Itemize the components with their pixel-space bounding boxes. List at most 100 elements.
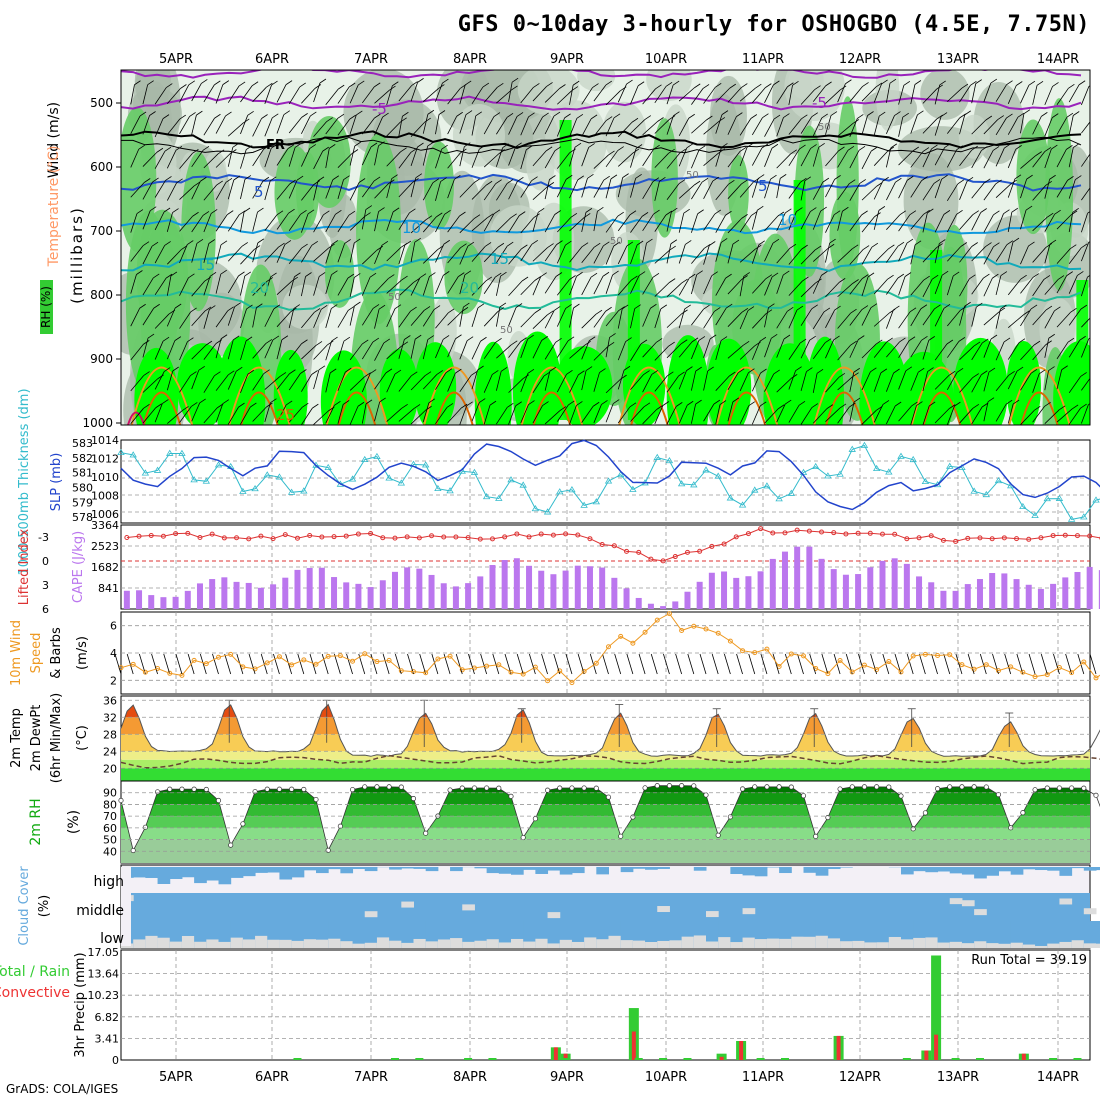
page-title: GFS 0~10day 3-hourly for OSHOGBO (4.5E, … <box>457 12 1090 37</box>
wind-point <box>606 644 611 650</box>
rh-point <box>910 826 916 832</box>
surface-wind-barb <box>407 653 414 675</box>
wind-barb <box>544 150 556 169</box>
wind-barb <box>142 151 158 167</box>
cloud-high-bar <box>559 867 573 875</box>
bottom-date-axis: 5APR 6APR 7APR 8APR 9APR 10APR 11APR 12APR 13APR… <box>159 1070 1079 1085</box>
wind-barb <box>1068 340 1081 358</box>
wind-barb <box>337 86 350 104</box>
wind-barb <box>727 151 741 168</box>
isotherm-35 <box>127 411 145 425</box>
wind-barb <box>861 410 877 425</box>
precip-convective-bar <box>631 1031 636 1060</box>
wind-barb-feather <box>464 142 471 147</box>
wind-barb <box>995 84 1007 102</box>
wind-barb-feather <box>425 215 433 220</box>
wind-barb <box>605 117 615 137</box>
wind-barb <box>410 219 427 234</box>
cape-bar <box>526 565 533 609</box>
rh-bright-column <box>1076 280 1089 420</box>
cape-bar <box>574 565 581 609</box>
cloud-middle-gap <box>462 904 475 911</box>
wind-barb <box>800 308 813 326</box>
wind-barb <box>666 152 681 169</box>
wind-barb-feather <box>691 337 699 343</box>
wind-barb <box>337 277 349 296</box>
wind-barb-feather <box>547 310 554 316</box>
wind-barb <box>788 181 801 199</box>
wind-barb <box>252 307 257 328</box>
wind-barb-feather <box>500 366 508 372</box>
wind-barb <box>764 408 779 424</box>
precip-trace <box>975 1058 984 1060</box>
wind-barb <box>751 244 760 264</box>
wind-barb-feather <box>554 210 561 215</box>
wind-barb-feather <box>244 175 252 180</box>
wind-barb <box>288 343 302 360</box>
cloud-low-gap <box>1047 943 1060 948</box>
cloud-low-gap <box>437 939 451 948</box>
wind-barb <box>240 275 246 296</box>
wind-barb <box>812 85 826 102</box>
thickness-tick-label: 582 <box>72 452 93 465</box>
wind-barb <box>995 275 1002 296</box>
cape-bar <box>855 574 862 609</box>
surface-wind-barb <box>577 653 585 675</box>
wind-barb <box>435 244 445 263</box>
wind-barb <box>215 403 224 423</box>
cape-bar <box>599 567 606 609</box>
wind-barb-feather <box>686 143 694 149</box>
wind-barb <box>483 246 499 263</box>
contour-label: 50 <box>610 236 623 247</box>
cloud-high-bar <box>1047 867 1060 871</box>
wind-barb <box>203 375 215 393</box>
cloud-low-gap <box>1035 945 1048 948</box>
wind-barb-feather <box>364 372 371 378</box>
wind-barb-feather <box>981 370 988 376</box>
wind-barb <box>1032 247 1047 263</box>
wind-barb <box>605 403 614 423</box>
wind-ylabel-units: (m/s) <box>75 636 90 670</box>
wind-point <box>569 680 575 686</box>
surface-wind-barb <box>151 653 158 675</box>
wind-barb-feather <box>358 80 365 86</box>
wind-barb <box>630 85 639 105</box>
wind-barb-feather <box>785 208 792 214</box>
cloud-high-bar <box>401 867 414 869</box>
wind-barb <box>166 307 176 327</box>
wind-barb-feather <box>443 271 450 276</box>
wind-barb <box>971 83 977 104</box>
wind-barb-feather <box>934 304 941 310</box>
wind-barb-feather <box>143 178 151 183</box>
wind-barb-feather <box>758 240 765 246</box>
wind-barb-feather <box>155 403 162 409</box>
wind-barb <box>849 339 859 358</box>
wind-barb-feather <box>906 238 914 244</box>
cloud-low-base <box>706 921 719 948</box>
surface-wind-barb <box>382 653 390 675</box>
wind-barb-feather <box>811 112 818 118</box>
wind-point <box>130 661 136 667</box>
wind-barb <box>849 183 861 201</box>
wind-barb-feather <box>466 401 473 407</box>
wind-barb <box>837 283 853 298</box>
wind-barb <box>167 249 182 265</box>
wind-barb-feather <box>852 244 859 250</box>
wind-point <box>959 662 965 668</box>
wind-barb-feather <box>626 79 633 85</box>
wind-barb <box>1044 214 1056 232</box>
wind-barb <box>447 179 455 199</box>
wind-barb-feather <box>859 179 866 184</box>
wind-barb <box>179 341 188 361</box>
wind-barb-feather <box>540 272 547 278</box>
wind-point <box>313 661 319 667</box>
wind-barb-feather <box>981 146 988 151</box>
wind-barb-feather <box>969 274 976 280</box>
wind-barb-feather <box>1005 399 1013 405</box>
pressure-tick-label: 1000 <box>82 416 113 430</box>
wind-barb <box>410 121 426 137</box>
li-point <box>758 526 764 532</box>
wind-barb <box>544 214 556 233</box>
wind-barb-feather <box>484 242 492 247</box>
